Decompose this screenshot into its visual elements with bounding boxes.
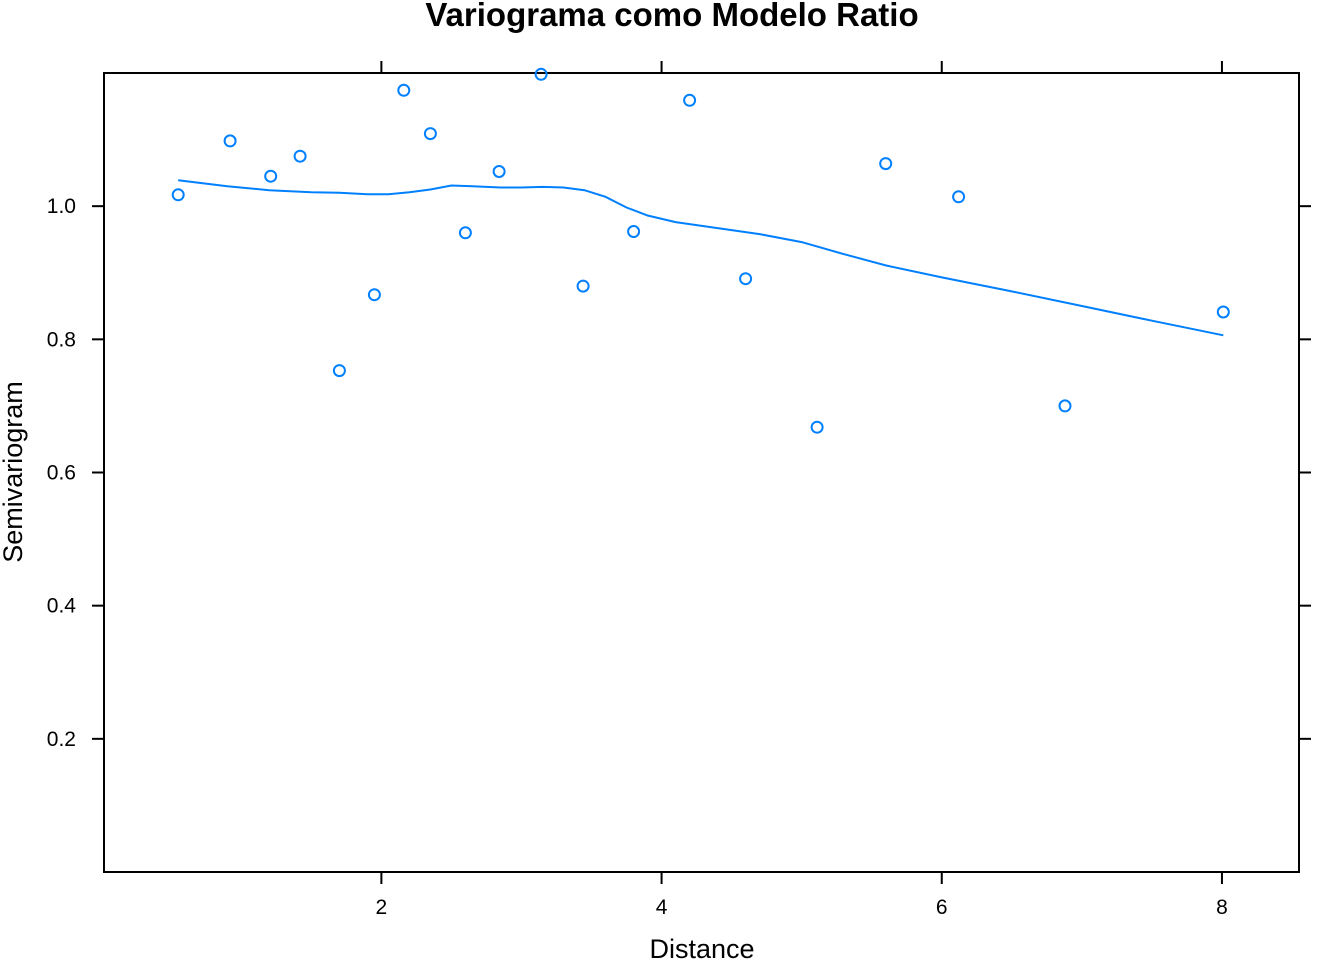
- smooth-curve-layer: [178, 179, 1224, 337]
- y-axis-label: Semivariogram: [0, 381, 28, 563]
- data-point: [627, 225, 641, 238]
- chart-title: Variograma como Modelo Ratio: [425, 0, 918, 33]
- x-tick-label: 4: [656, 896, 668, 919]
- data-point: [683, 93, 697, 107]
- data-point: [492, 165, 506, 178]
- data-point: [458, 226, 472, 240]
- data-point: [576, 279, 590, 293]
- data-point: [952, 190, 966, 204]
- x-tick-label: 2: [376, 896, 388, 919]
- y-tick-label: 1.0: [47, 195, 76, 218]
- data-point: [879, 157, 893, 171]
- data-point: [264, 169, 278, 183]
- x-tick-label: 8: [1216, 896, 1228, 919]
- data-point: [1216, 305, 1230, 319]
- y-tick-label: 0.2: [47, 728, 76, 751]
- plot-frame: [103, 72, 1300, 873]
- data-point: [397, 83, 411, 97]
- data-point: [223, 134, 237, 148]
- y-tick-label: 0.6: [47, 462, 76, 485]
- data-point: [423, 127, 437, 141]
- data-point: [332, 364, 346, 378]
- data-point: [739, 272, 753, 286]
- data-point: [810, 420, 824, 434]
- x-axis-label: Distance: [649, 934, 754, 960]
- data-point: [293, 149, 307, 163]
- y-tick-label: 0.8: [47, 328, 76, 351]
- data-points-layer: [171, 67, 1230, 434]
- y-tick-label: 0.4: [47, 595, 77, 618]
- data-point: [534, 67, 548, 81]
- x-tick-label: 6: [936, 896, 948, 919]
- data-point: [1058, 399, 1072, 413]
- data-point: [367, 288, 381, 302]
- smooth-curve: [178, 179, 1224, 337]
- data-point: [171, 188, 185, 202]
- axis-ticks: 2 4 6 8 0.2 0.4 0.6 0.8 1.0: [47, 61, 1311, 919]
